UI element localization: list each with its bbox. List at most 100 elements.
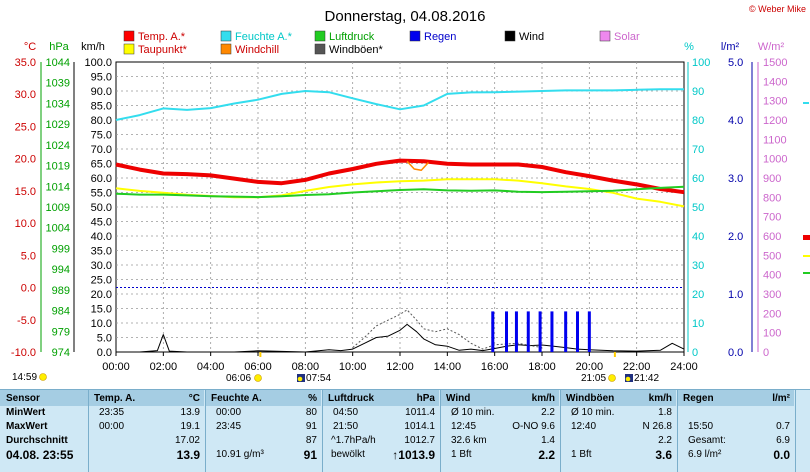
rain-bar (491, 311, 495, 352)
x-tick-label: 12:00 (386, 361, 414, 373)
axis-tick-label: 600 (763, 231, 781, 243)
stat-cell: 1 Bft (571, 449, 592, 460)
axis-tick-label: 1024 (46, 140, 70, 152)
x-tick-label: 08:00 (292, 361, 320, 373)
legend-swatch (409, 30, 421, 42)
stat-cell: km/h (648, 393, 672, 404)
axis-tick-label: 15.0 (91, 304, 112, 316)
x-tick-label: 16:00 (481, 361, 509, 373)
col-windboeen: Windböen km/h Ø 10 min. 1.8 12:40 N 26.8 2.2 1 … (561, 390, 676, 472)
axis-tick-label: 60 (692, 173, 704, 185)
axis-tick-label: 85.0 (91, 101, 112, 113)
axis-tick-label: 999 (52, 243, 70, 255)
legend-swatch (220, 30, 232, 42)
stat-cell: 3.6 (655, 448, 672, 462)
x-tick-label: 02:00 (150, 361, 178, 373)
series-line (406, 160, 429, 172)
moon-glyph (297, 376, 303, 382)
axis-tick-label: 25.0 (15, 121, 36, 133)
stat-cell: Temp. A. (94, 393, 136, 404)
axis-tick-label: 70 (692, 144, 704, 156)
axis-unit-label: km/h (81, 41, 105, 53)
stat-cell: % (308, 393, 317, 404)
axis-tick-label: 5.0 (728, 57, 743, 69)
chart-title: Donnerstag, 04.08.2016 (325, 8, 486, 25)
axis-tick-label: 1034 (46, 98, 70, 110)
stat-cell: 32.6 km (451, 435, 487, 446)
axis-tick-label: 974 (52, 347, 70, 359)
stat-cell: 2.2 (658, 435, 672, 446)
stat-cell: 1.4 (541, 435, 555, 446)
stat-cell: 23:45 (216, 421, 242, 432)
stat-cell: 1 Bft (451, 449, 472, 460)
stat-cell: 23:35 (99, 407, 125, 418)
axis-tick-label: 979 (52, 326, 70, 338)
x-tick-label: 14:00 (434, 361, 462, 373)
stat-cell: 13.9 (176, 448, 200, 462)
sunset-label: 21:05 (581, 373, 606, 384)
edge-mark (803, 255, 810, 257)
stat-cell: bewölkt (331, 449, 365, 460)
axis-tick-label: 45.0 (91, 217, 112, 229)
axis-tick-label: 25.0 (91, 275, 112, 287)
axis-tick-label: 989 (52, 285, 70, 297)
stat-cell: 19.1 (180, 421, 200, 432)
axis-tick-label: 400 (763, 270, 781, 282)
rain-bar (564, 311, 568, 352)
axis-tick-label: 40 (692, 231, 704, 243)
axis-tick-label: 50 (692, 202, 704, 214)
column-header (561, 390, 676, 406)
col-wind: Wind km/h Ø 10 min. 2.2 12:45 O-NO 9.6 32.6 km… (441, 390, 559, 472)
col-sensor: Sensor MinWert MaxWert Durchschnitt 04.08. 2… (0, 390, 88, 472)
axis-tick-label: 95.0 (91, 72, 112, 84)
stat-cell: km/h (531, 393, 555, 404)
rain-bar (538, 311, 542, 352)
legend-label: Luftdruck (329, 31, 375, 43)
column-separator (205, 390, 206, 472)
stat-cell: °C (188, 393, 200, 404)
axis-tick-label: 10.0 (15, 218, 36, 230)
column-header (0, 390, 88, 406)
axis-tick-label: 1029 (46, 119, 70, 131)
axis-tick-label: 1004 (46, 223, 70, 235)
legend-swatch (123, 43, 135, 55)
axis-tick-label: 0.0 (21, 283, 36, 295)
stat-cell: 04.08. 23:55 (6, 448, 74, 462)
axis-tick-label: 0.0 (728, 347, 743, 359)
axis-tick-label: 30.0 (91, 260, 112, 272)
stat-cell: 00:00 (216, 407, 242, 418)
stat-cell: Durchschnitt (6, 435, 68, 446)
series-line (115, 158, 685, 195)
stat-cell: 1012.7 (404, 435, 435, 446)
column-separator (322, 390, 323, 472)
stat-cell: 17.02 (174, 435, 200, 446)
x-tick-label: 00:00 (102, 361, 130, 373)
stat-cell: 91 (303, 448, 317, 462)
rain-bar (576, 311, 579, 352)
axis-tick-label: 800 (763, 192, 781, 204)
axis-tick-label: 900 (763, 173, 781, 185)
moon-glyph (625, 376, 631, 382)
stat-cell: 15:50 (688, 421, 714, 432)
axis-tick-label: 994 (52, 264, 70, 276)
axis-tick-label: 20 (692, 289, 704, 301)
axis-unit-label: % (684, 41, 694, 53)
legend-label: Wind (519, 31, 544, 43)
stat-cell: 13.9 (180, 407, 200, 418)
stat-cell: 91 (305, 421, 317, 432)
axis-unit-label: l/m² (721, 41, 740, 53)
axis-tick-label: 55.0 (91, 188, 112, 200)
stat-cell: O-NO 9.6 (512, 421, 555, 432)
axis-tick-label: 70.0 (91, 144, 112, 156)
stat-cell: 00:00 (99, 421, 125, 432)
x-tick-label: 10:00 (339, 361, 367, 373)
axis-tick-label: 1.0 (728, 289, 743, 301)
stat-cell: Feuchte A. (211, 393, 262, 404)
axis-tick-label: 35.0 (15, 57, 36, 69)
x-tick-label: 24:00 (670, 361, 698, 373)
rain-bar (526, 311, 530, 352)
axis-tick-label: 1014 (46, 181, 70, 193)
axis-tick-label: 1200 (763, 115, 787, 127)
axis-tick-label: 35.0 (91, 246, 112, 258)
stat-cell: Wind (446, 393, 471, 404)
